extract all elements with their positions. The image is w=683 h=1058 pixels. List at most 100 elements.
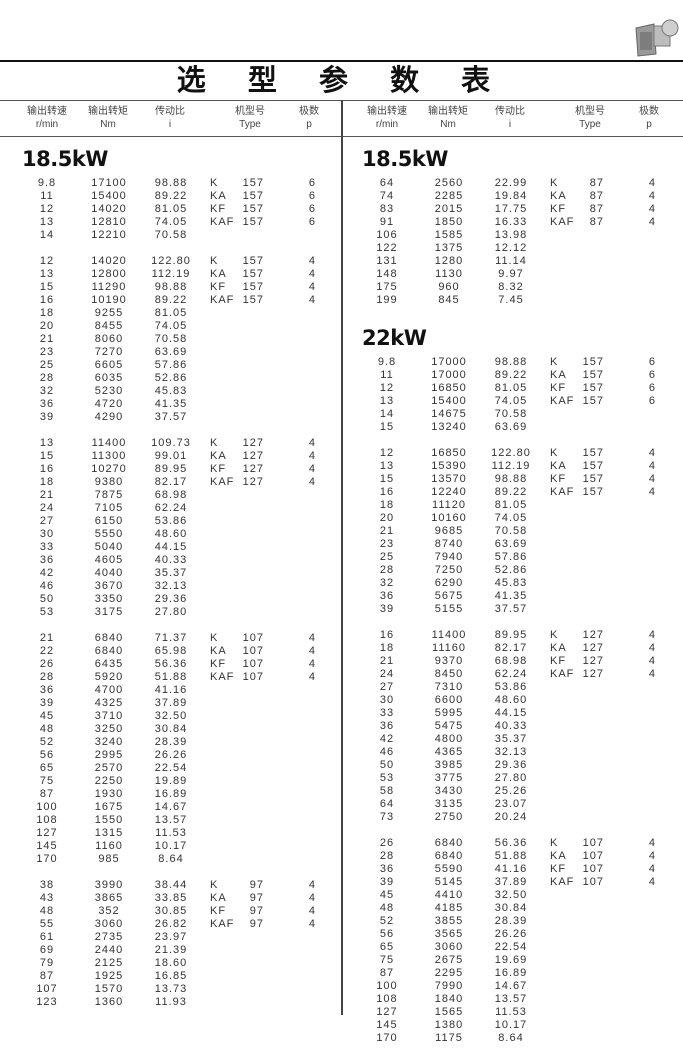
cell-type-series: KF bbox=[210, 905, 227, 917]
cell-torque: 11400 bbox=[91, 437, 127, 449]
table-row: 65 3060 22.54 bbox=[340, 941, 680, 954]
cell-torque: 1675 bbox=[94, 801, 124, 813]
cell-torque: 3990 bbox=[94, 879, 124, 891]
table-row: 145 1380 10.17 bbox=[340, 1019, 680, 1032]
cell-ratio: 12.12 bbox=[494, 242, 528, 254]
cell-speed: 48 bbox=[39, 905, 55, 917]
cell-type-size: 107 bbox=[242, 658, 264, 670]
cell-type-series: KF bbox=[550, 382, 567, 394]
cell-ratio: 14.67 bbox=[494, 980, 528, 992]
cell-speed: 79 bbox=[39, 957, 55, 969]
table-row: 45 4410 32.50 bbox=[340, 889, 680, 902]
cell-speed: 14 bbox=[39, 229, 55, 241]
table-row: 13 15390 112.19 KA 157 4 bbox=[340, 460, 680, 473]
cell-torque: 2750 bbox=[434, 811, 464, 823]
table-row: 14 14675 70.58 bbox=[340, 408, 680, 421]
cell-ratio: 63.69 bbox=[494, 421, 528, 433]
cell-type-series: KAF bbox=[210, 216, 235, 228]
cell-poles: 4 bbox=[648, 629, 656, 641]
table-row: 53 3175 27.80 bbox=[0, 606, 340, 619]
cell-ratio: 98.88 bbox=[494, 473, 528, 485]
cell-torque: 12210 bbox=[91, 229, 127, 241]
cell-speed: 52 bbox=[39, 736, 55, 748]
table-row: 45 3710 32.50 bbox=[0, 710, 340, 723]
cell-ratio: 32.50 bbox=[154, 710, 188, 722]
cell-type-size: 87 bbox=[589, 203, 604, 215]
table-row: 20 10160 74.05 bbox=[340, 512, 680, 525]
cell-torque: 5040 bbox=[94, 541, 124, 553]
cell-speed: 87 bbox=[379, 967, 395, 979]
cell-ratio: 35.37 bbox=[494, 733, 528, 745]
cell-type-series: KF bbox=[550, 473, 567, 485]
header-type-unit: Type bbox=[579, 119, 601, 130]
cell-speed: 127 bbox=[36, 827, 58, 839]
table-row: 87 2295 16.89 bbox=[340, 967, 680, 980]
cell-speed: 39 bbox=[379, 603, 395, 615]
cell-type-size: 107 bbox=[582, 837, 604, 849]
table-row: 170 985 8.64 bbox=[0, 853, 340, 866]
cell-ratio: 32.50 bbox=[494, 889, 528, 901]
cell-torque: 1925 bbox=[94, 970, 124, 982]
cell-speed: 75 bbox=[39, 775, 55, 787]
table-row: 22 6840 65.98 KA 107 4 bbox=[0, 645, 340, 658]
header-poles-unit: p bbox=[306, 119, 312, 130]
cell-speed: 20 bbox=[39, 320, 55, 332]
cell-poles: 6 bbox=[648, 382, 656, 394]
header-ratio-cn: 传动比 bbox=[495, 106, 525, 117]
cell-type-size: 127 bbox=[582, 642, 604, 654]
cell-speed: 108 bbox=[376, 993, 398, 1005]
cell-poles: 4 bbox=[308, 476, 316, 488]
cell-torque: 3855 bbox=[434, 915, 464, 927]
type-group: 12 14020 122.80 K 157 4 13 12800 112.19 KA 157 4 15 1… bbox=[0, 255, 340, 424]
cell-type-size: 157 bbox=[582, 447, 604, 459]
header-ratio-cn: 传动比 bbox=[155, 106, 185, 117]
cell-speed: 61 bbox=[39, 931, 55, 943]
cell-ratio: 89.22 bbox=[494, 369, 528, 381]
cell-ratio: 45.83 bbox=[154, 385, 188, 397]
cell-ratio: 70.58 bbox=[494, 525, 528, 537]
cell-torque: 4605 bbox=[94, 554, 124, 566]
cell-speed: 18 bbox=[39, 476, 55, 488]
cell-type-series: K bbox=[550, 629, 559, 641]
cell-ratio: 81.05 bbox=[154, 203, 188, 215]
cell-ratio: 89.95 bbox=[494, 629, 528, 641]
cell-type-size: 157 bbox=[242, 216, 264, 228]
header-ratio-unit: i bbox=[168, 119, 172, 130]
cell-type-size: 157 bbox=[242, 255, 264, 267]
cell-type-size: 157 bbox=[582, 382, 604, 394]
table-row: 61 2735 23.97 bbox=[0, 931, 340, 944]
table-row: 21 9370 68.98 KF 127 4 bbox=[340, 655, 680, 668]
cell-speed: 36 bbox=[39, 554, 55, 566]
table-row: 11 17000 89.22 KA 157 6 bbox=[340, 369, 680, 382]
cell-speed: 24 bbox=[39, 502, 55, 514]
cell-ratio: 13.57 bbox=[494, 993, 528, 1005]
cell-speed: 24 bbox=[379, 668, 395, 680]
cell-ratio: 40.33 bbox=[154, 554, 188, 566]
cell-speed: 28 bbox=[379, 564, 395, 576]
cell-speed: 21 bbox=[39, 489, 55, 501]
cell-ratio: 29.36 bbox=[494, 759, 528, 771]
cell-speed: 23 bbox=[39, 346, 55, 358]
cell-type-series: KAF bbox=[210, 294, 235, 306]
table-row: 64 2560 22.99 K 87 4 bbox=[340, 177, 680, 190]
cell-torque: 4040 bbox=[94, 567, 124, 579]
cell-torque: 6840 bbox=[434, 850, 464, 862]
cell-speed: 65 bbox=[39, 762, 55, 774]
cell-torque: 6435 bbox=[94, 658, 124, 670]
cell-poles: 4 bbox=[648, 447, 656, 459]
type-group: 26 6840 56.36 K 107 4 28 6840 51.88 KA 107 4 36 5590 4… bbox=[340, 837, 680, 1045]
cell-type-series: KAF bbox=[550, 486, 575, 498]
table-row: 12 14020 81.05 KF 157 6 bbox=[0, 203, 340, 216]
cell-speed: 23 bbox=[379, 538, 395, 550]
header-torque: 输出转矩 Nm bbox=[82, 105, 134, 131]
cell-poles: 4 bbox=[648, 863, 656, 875]
table-row: 42 4040 35.37 bbox=[0, 567, 340, 580]
cell-type-series: K bbox=[550, 447, 559, 459]
cell-torque: 2735 bbox=[94, 931, 124, 943]
cell-speed: 64 bbox=[379, 798, 395, 810]
cell-speed: 13 bbox=[39, 216, 55, 228]
cell-ratio: 81.05 bbox=[154, 307, 188, 319]
cell-type-size: 157 bbox=[582, 473, 604, 485]
cell-ratio: 13.98 bbox=[494, 229, 528, 241]
cell-ratio: 89.22 bbox=[494, 486, 528, 498]
